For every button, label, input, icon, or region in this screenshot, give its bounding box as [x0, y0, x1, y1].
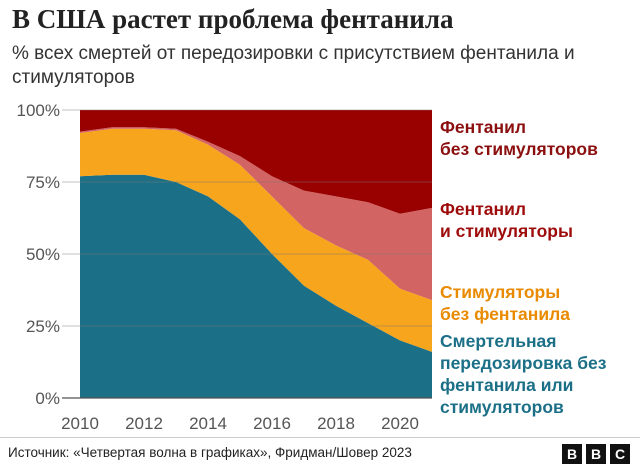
- logo-letter: B: [562, 444, 582, 464]
- legend-line: передозировка без: [440, 353, 607, 373]
- legend-fentanyl-and-stimulants: Фентанил и стимуляторы: [440, 198, 573, 242]
- legend-line: без фентанила: [440, 304, 570, 324]
- legend-line: Смертельная: [440, 331, 557, 351]
- x-tick-label: 2016: [253, 414, 291, 433]
- chart-title: В США растет проблема фентанила: [12, 4, 454, 34]
- legend-stimulants-without-fentanyl: Стимуляторы без фентанила: [440, 281, 570, 325]
- legend-line: без стимуляторов: [440, 139, 598, 159]
- area-series-3: [80, 110, 432, 214]
- legend-line: Фентанил: [440, 117, 526, 137]
- legend-line: фентанила или: [440, 375, 574, 395]
- logo-letter: C: [610, 444, 630, 464]
- logo-letter: B: [586, 444, 606, 464]
- area-series-1: [80, 128, 432, 352]
- bbc-logo: B B C: [562, 444, 632, 464]
- x-tick-label: 2014: [189, 414, 227, 433]
- stacked-area-chart: 0% 25% 50% 75% 100% 2010 2012 2014 2016 2018 2020: [17, 101, 432, 433]
- chart-subtitle: % всех смертей от передозировки с присут…: [12, 43, 575, 88]
- y-tick-label: 25%: [26, 317, 60, 336]
- footer-divider: [0, 437, 640, 438]
- legend-line: стимуляторов: [440, 397, 564, 417]
- x-tick-label: 2010: [61, 414, 99, 433]
- legend-neither: Смертельная передозировка без фентанила …: [440, 330, 606, 418]
- legend-line: и стимуляторы: [440, 221, 573, 241]
- y-tick-label: 0%: [35, 389, 60, 408]
- y-tick-label: 75%: [26, 173, 60, 192]
- legend-line: Стимуляторы: [440, 282, 561, 302]
- x-tick-label: 2012: [125, 414, 163, 433]
- legend-line: Фентанил: [440, 199, 526, 219]
- x-tick-label: 2020: [381, 414, 419, 433]
- y-tick-label: 50%: [26, 245, 60, 264]
- area-series-2: [80, 127, 432, 301]
- y-tick-label: 100%: [17, 101, 60, 120]
- x-tick-label: 2018: [317, 414, 355, 433]
- area-series-0: [80, 174, 432, 398]
- legend-fentanyl-without-stimulants: Фентанил без стимуляторов: [440, 116, 598, 160]
- source-text: Источник: «Четвертая волна в графиках», …: [8, 445, 412, 460]
